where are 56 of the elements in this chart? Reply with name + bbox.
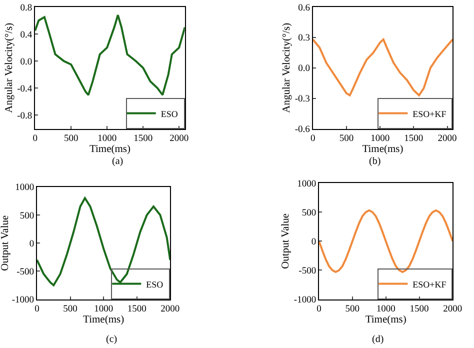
y-axis-title: Output Value [0,214,11,271]
text: (b) [369,156,381,167]
y-tick-label: -500 [16,268,34,278]
x-tick-label: 500 [339,134,354,144]
y-axis-title: Angular Velocity(°/s) [282,22,293,113]
y-tick-label: -0.6 [294,125,310,136]
line-series [35,14,185,96]
y-tick-label: -0.3 [294,94,310,105]
legend-label: ESO+KF [412,108,446,119]
text: (a) [112,156,124,167]
x-tick-label: 500 [63,304,78,315]
x-tick-label: 2000 [438,134,458,144]
y-tick-label: 1000 [297,179,316,190]
y-tick-label: 0.0 [298,64,310,74]
x-tick-label: 500 [64,134,78,144]
x-tick-label: 1500 [404,134,424,144]
y-tick-label: 1000 [15,183,34,194]
y-tick-label: 0.3 [298,34,310,44]
y-tick-label: 0.6 [298,3,310,14]
y-tick-label: 0.8 [20,3,32,14]
line-series [36,197,170,286]
y-tick-label: -0.4 [17,84,32,94]
line-series [319,209,453,273]
x-tick-label: 1000 [376,304,396,315]
x-axis-title: Time(ms) [89,144,131,156]
x-tick-label: 1000 [98,134,117,144]
legend-label: ESO [146,279,164,290]
y-tick-label: 500 [302,208,316,218]
legend-label: ESO [160,108,178,119]
y-axis-title: Output Value [280,213,292,269]
text: (c) [106,334,118,345]
x-tick-label: 1500 [134,134,153,144]
text: (d) [372,334,384,345]
y-axis-title: Angular Velocity(°/s) [4,22,15,113]
x-tick-label: 500 [345,304,360,315]
y-tick-label: 0.4 [20,30,32,40]
x-axis-title: Time(ms) [362,144,404,156]
y-tick-label: 500 [20,211,34,222]
y-tick-label: 0.0 [20,57,32,68]
y-tick-label: -1000 [12,296,34,306]
y-tick-label: -1000 [294,296,316,306]
x-tick-label: 2000 [160,304,180,315]
x-tick-label: 2000 [443,304,462,315]
y-tick-label: -500 [298,266,316,277]
x-tick-label: 1000 [94,304,114,315]
x-axis-title: Time(ms) [365,314,407,326]
legend-label: ESO+KF [412,279,446,290]
y-tick-label: 0 [29,239,34,250]
line-series [312,38,453,96]
x-tick-label: 1500 [410,304,429,315]
x-tick-label: 1000 [370,134,390,144]
x-tick-label: 1500 [127,304,147,315]
x-axis-title: Time(ms) [83,314,125,326]
y-tick-label: 0 [311,237,316,248]
x-tick-label: 2000 [170,134,189,144]
y-tick-label: -0.8 [17,112,32,122]
